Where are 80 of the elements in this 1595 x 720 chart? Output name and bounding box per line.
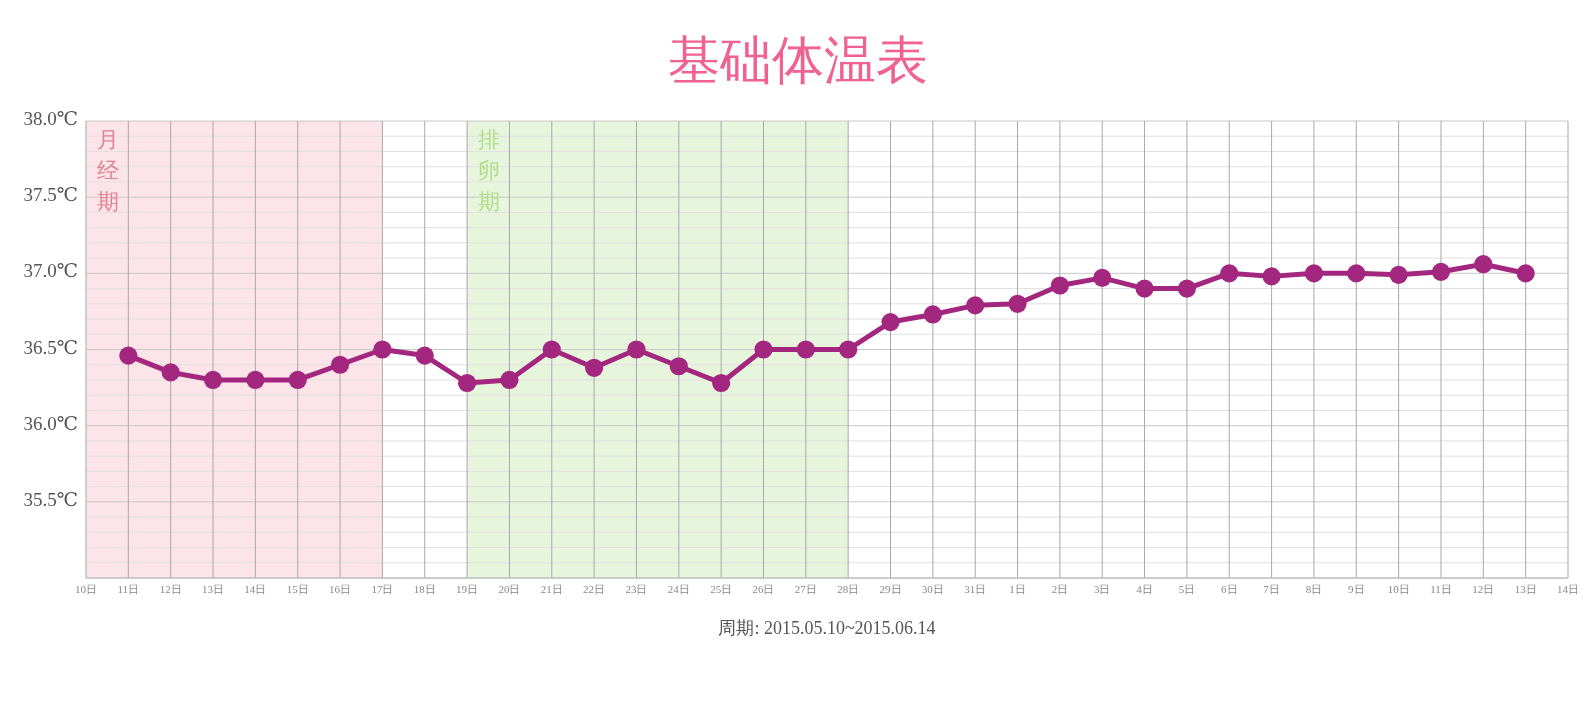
x-tick-label: 18日 [413, 582, 436, 595]
point [1474, 255, 1493, 274]
point [1304, 264, 1324, 283]
x-tick-label: 13日 [202, 582, 225, 595]
x-tick-label: 10日 [75, 582, 97, 595]
point [1220, 264, 1239, 283]
point [1135, 279, 1154, 298]
x-tick-label: 1日 [1009, 582, 1026, 595]
x-tick-label: 11日 [1430, 582, 1452, 595]
x-tick-label: 23日 [625, 582, 648, 595]
x-tick-label: 12日 [159, 582, 182, 595]
y-tick-label: 38.0℃ [23, 108, 78, 130]
point [1177, 279, 1197, 298]
point [1516, 264, 1535, 283]
point [119, 346, 138, 365]
x-tick-label: 14日 [1557, 582, 1579, 595]
point [881, 313, 900, 332]
point [627, 340, 646, 359]
x-tick-label: 12日 [1472, 582, 1495, 595]
x-tick-label: 27日 [794, 582, 817, 595]
x-tick-label: 5日 [1178, 582, 1196, 595]
point [1347, 264, 1366, 283]
y-tick-label: 36.5℃ [23, 336, 78, 358]
x-tick-label: 25日 [710, 582, 733, 595]
point [796, 340, 815, 359]
x-tick-label: 28日 [837, 582, 860, 595]
x-tick-label: 22日 [583, 582, 606, 595]
x-tick-label: 20日 [498, 582, 521, 595]
point [712, 373, 731, 393]
y-tick-label: 37.0℃ [23, 260, 78, 282]
x-tick-label: 14日 [244, 582, 267, 595]
text: 周期: 2015.05.10~2015.06.14 [718, 618, 936, 639]
point [585, 358, 604, 377]
x-tick-label: 11日 [117, 582, 140, 595]
x-tick-label: 17日 [371, 582, 394, 595]
x-tick-label: 30日 [921, 582, 944, 595]
x-tick-label: 7日 [1263, 582, 1280, 595]
point [203, 370, 223, 390]
point [754, 340, 773, 359]
point [500, 370, 519, 390]
x-tick-label: 29日 [879, 582, 902, 595]
x-tick-label: 16日 [329, 582, 352, 595]
x-tick-label: 6日 [1221, 582, 1238, 595]
point [246, 370, 265, 390]
point [330, 355, 350, 374]
point [1389, 265, 1408, 284]
point [415, 346, 434, 365]
point [1050, 276, 1069, 295]
point [669, 357, 688, 376]
y-tick-label: 35.5℃ [23, 489, 78, 511]
x-tick-label: 10日 [1387, 582, 1410, 595]
x-tick-label: 26日 [752, 582, 775, 595]
x-tick-label: 19日 [456, 582, 479, 595]
chart-title: 基础体温表 [667, 31, 928, 89]
x-tick-label: 31日 [964, 582, 987, 595]
band-label: 排卵期 [478, 127, 501, 214]
point [839, 340, 858, 359]
point [1262, 267, 1281, 286]
x-tick-label: 21日 [540, 582, 563, 595]
y-tick-label: 37.5℃ [23, 184, 78, 206]
x-tick-label: 9日 [1348, 582, 1365, 595]
x-tick-label: 4日 [1136, 582, 1153, 595]
point [457, 373, 477, 393]
point [542, 340, 561, 359]
point [161, 363, 180, 382]
x-tick-label: 3日 [1093, 582, 1111, 595]
point [1093, 268, 1112, 287]
point [373, 340, 392, 359]
point [1008, 294, 1027, 313]
x-tick-label: 13日 [1514, 582, 1537, 595]
point [966, 296, 985, 315]
x-tick-label: 24日 [667, 582, 690, 595]
band-label: 月经期 [97, 127, 119, 214]
x-tick-label: 15日 [286, 582, 309, 595]
y-tick-label: 36.0℃ [23, 413, 78, 435]
x-tick-label: 2日 [1051, 582, 1069, 595]
point [288, 370, 307, 390]
x-tick-label: 8日 [1305, 582, 1323, 595]
point [1431, 262, 1451, 281]
point [923, 305, 942, 324]
